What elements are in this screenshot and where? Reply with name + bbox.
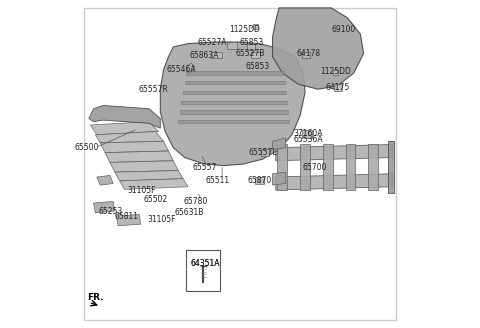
Text: 37160A: 37160A bbox=[294, 129, 323, 138]
Text: 65502: 65502 bbox=[144, 195, 168, 204]
Polygon shape bbox=[185, 81, 285, 84]
Text: 1125DD: 1125DD bbox=[229, 25, 260, 33]
Polygon shape bbox=[89, 106, 160, 128]
Text: 65557: 65557 bbox=[192, 163, 216, 172]
Polygon shape bbox=[388, 141, 395, 193]
Text: 64175: 64175 bbox=[325, 83, 350, 92]
Polygon shape bbox=[253, 24, 258, 29]
Polygon shape bbox=[227, 42, 237, 49]
Polygon shape bbox=[120, 179, 188, 189]
Text: 65527A: 65527A bbox=[198, 37, 227, 47]
Text: 65780: 65780 bbox=[184, 197, 208, 206]
Text: 65631B: 65631B bbox=[175, 208, 204, 217]
Polygon shape bbox=[273, 8, 363, 89]
Polygon shape bbox=[300, 145, 310, 190]
Polygon shape bbox=[302, 52, 310, 58]
Text: 65811: 65811 bbox=[115, 212, 139, 220]
Polygon shape bbox=[273, 172, 286, 185]
Polygon shape bbox=[110, 161, 178, 172]
Polygon shape bbox=[100, 141, 168, 153]
Text: 65700: 65700 bbox=[302, 163, 327, 172]
Polygon shape bbox=[261, 149, 269, 156]
Polygon shape bbox=[273, 138, 286, 149]
Text: 64351A: 64351A bbox=[191, 259, 220, 268]
Polygon shape bbox=[95, 132, 164, 143]
Text: 64178: 64178 bbox=[296, 49, 320, 58]
Polygon shape bbox=[334, 84, 342, 91]
Text: 64351A: 64351A bbox=[191, 259, 220, 268]
Polygon shape bbox=[117, 215, 141, 226]
Polygon shape bbox=[252, 52, 260, 58]
Polygon shape bbox=[276, 174, 393, 190]
Text: 65500: 65500 bbox=[74, 143, 99, 152]
FancyBboxPatch shape bbox=[186, 250, 220, 291]
Polygon shape bbox=[90, 122, 159, 135]
Text: 65557R: 65557R bbox=[139, 85, 168, 94]
Text: 65527B: 65527B bbox=[235, 49, 264, 58]
Polygon shape bbox=[247, 44, 254, 50]
Text: 65863A: 65863A bbox=[190, 51, 219, 60]
Text: 65853: 65853 bbox=[246, 62, 270, 71]
Polygon shape bbox=[183, 91, 286, 94]
Polygon shape bbox=[94, 201, 115, 213]
Text: 65511: 65511 bbox=[205, 176, 229, 185]
Polygon shape bbox=[105, 151, 173, 162]
Polygon shape bbox=[186, 71, 284, 74]
Polygon shape bbox=[186, 63, 194, 72]
Text: FR.: FR. bbox=[87, 293, 104, 301]
Polygon shape bbox=[181, 101, 287, 104]
Polygon shape bbox=[254, 177, 264, 183]
Text: 65253: 65253 bbox=[99, 207, 123, 215]
Polygon shape bbox=[346, 145, 356, 190]
Text: 69100: 69100 bbox=[332, 25, 356, 33]
Text: 1125DD: 1125DD bbox=[321, 67, 351, 76]
Text: 65870: 65870 bbox=[247, 176, 272, 185]
Text: 31105F: 31105F bbox=[128, 186, 156, 195]
Text: 31105F: 31105F bbox=[147, 215, 176, 224]
Polygon shape bbox=[277, 145, 287, 190]
Text: 65853: 65853 bbox=[239, 37, 264, 47]
Polygon shape bbox=[178, 120, 289, 123]
Polygon shape bbox=[369, 145, 378, 190]
Polygon shape bbox=[323, 145, 333, 190]
Polygon shape bbox=[333, 70, 337, 74]
Text: 65546A: 65546A bbox=[167, 65, 196, 74]
Polygon shape bbox=[160, 42, 305, 166]
Polygon shape bbox=[276, 145, 393, 161]
Text: 65557L: 65557L bbox=[249, 148, 277, 157]
Polygon shape bbox=[115, 171, 183, 181]
Text: 65536A: 65536A bbox=[293, 135, 323, 144]
Polygon shape bbox=[302, 130, 312, 138]
Polygon shape bbox=[97, 175, 113, 185]
Polygon shape bbox=[180, 110, 288, 113]
Polygon shape bbox=[211, 52, 222, 58]
